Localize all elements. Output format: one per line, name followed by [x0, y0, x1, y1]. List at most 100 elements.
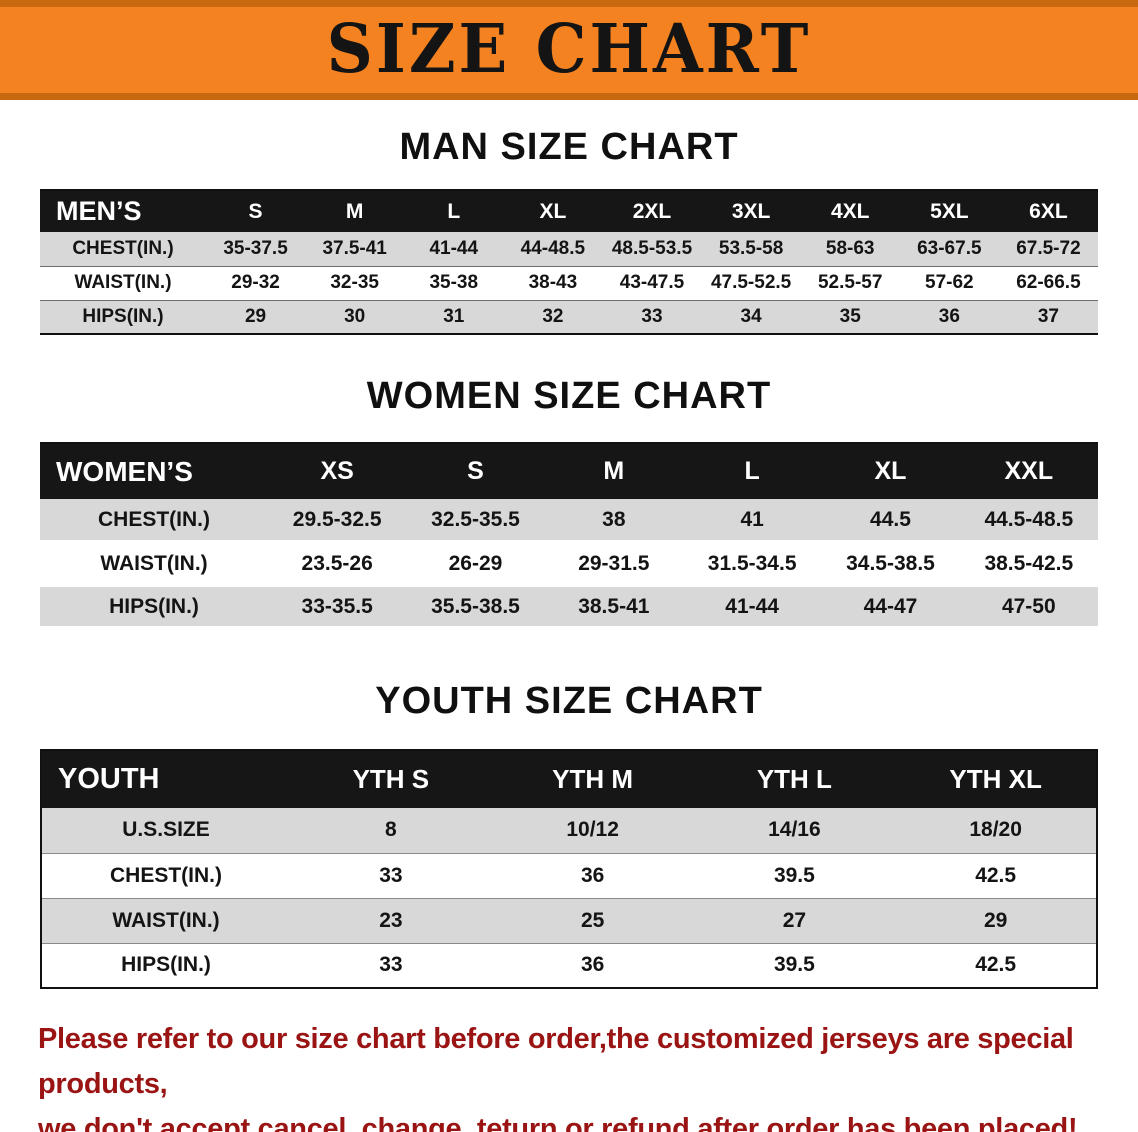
size-value-cell: 36: [580, 953, 605, 977]
table-corner-label: WOMEN’S: [40, 443, 268, 499]
table-header-row: YOUTH YTH S YTH M YTH L YTH XL: [41, 750, 1097, 808]
size-value-cell: 43-47.5: [619, 272, 685, 293]
row-label: WAIST(IN.): [100, 551, 208, 575]
size-value-cell: 36: [938, 305, 960, 327]
size-value-cell: 29-32: [231, 272, 280, 293]
size-value-cell: 29.5-32.5: [292, 507, 382, 531]
table-row: WAIST(IN.) 23.5-26 26-29 29-31.5 31.5-34.5 34…: [40, 542, 1098, 585]
size-value-cell: 14/16: [768, 818, 821, 842]
size-value-cell: 42.5: [975, 863, 1017, 887]
size-value-cell: 33: [641, 305, 663, 327]
size-column-header: YTH XL: [895, 750, 1097, 808]
disclaimer-line-2: we don't accept cancel, change, teturn o…: [38, 1112, 1078, 1132]
size-value-cell: 32.5-35.5: [431, 507, 520, 531]
size-value-cell: 52.5-57: [817, 272, 883, 293]
table-header-row: MEN’S S M L XL 2XL 3XL 4XL 5XL 6XL: [40, 190, 1098, 232]
size-value-cell: 41-44: [429, 237, 479, 259]
table-row: HIPS(IN.) 33 36 39.5 42.5: [41, 943, 1097, 988]
table-corner-label: MEN’S: [40, 190, 206, 232]
size-value-cell: 27: [782, 908, 807, 932]
size-value-cell: 38: [602, 507, 626, 531]
size-value-cell: 35.5-38.5: [431, 594, 520, 618]
size-value-cell: 35: [839, 305, 861, 327]
size-column-header: M: [544, 443, 683, 499]
row-label: HIPS(IN.): [121, 953, 211, 977]
size-value-cell: 33: [379, 953, 403, 977]
size-value-cell: 30: [344, 305, 366, 327]
table-header-row: WOMEN’S XS S M L XL XXL: [40, 443, 1098, 499]
women-size-table: WOMEN’S XS S M L XL XXL CHEST(IN.) 29.5-32.5 32.5…: [40, 442, 1098, 630]
table-row: HIPS(IN.) 29 30 31 32 33 34 35 36 37: [40, 300, 1098, 334]
size-value-cell: 53.5-58: [718, 237, 784, 259]
size-value-cell: 25: [580, 908, 605, 932]
size-column-header: XL: [503, 190, 603, 232]
size-value-cell: 29-31.5: [578, 551, 650, 575]
size-value-cell: 32: [542, 305, 564, 327]
size-value-cell: 35-37.5: [223, 237, 288, 259]
size-column-header: 6XL: [998, 190, 1098, 232]
size-column-header: L: [682, 443, 822, 499]
size-value-cell: 29: [983, 908, 1008, 932]
size-value-cell: 38.5-41: [578, 594, 650, 618]
disclaimer: Please refer to our size chart before or…: [0, 1017, 1138, 1132]
size-value-cell: 34: [740, 305, 762, 327]
size-column-header: 5XL: [899, 190, 999, 232]
size-value-cell: 62-66.5: [1016, 272, 1081, 293]
size-value-cell: 44-48.5: [520, 237, 586, 259]
size-value-cell: 18/20: [969, 818, 1022, 842]
table-row: CHEST(IN.) 35-37.5 37.5-41 41-44 44-48.5 48.5…: [40, 232, 1098, 266]
size-column-header: S: [406, 443, 545, 499]
size-value-cell: 33: [379, 863, 403, 887]
size-value-cell: 32-35: [330, 272, 379, 293]
size-value-cell: 37.5-41: [322, 237, 387, 259]
size-value-cell: 37: [1037, 305, 1059, 327]
banner: SIZE CHART: [0, 0, 1138, 100]
size-value-cell: 23: [379, 908, 403, 932]
size-value-cell: 23.5-26: [301, 551, 373, 575]
size-column-header: XS: [268, 443, 407, 499]
size-value-cell: 33-35.5: [301, 594, 373, 618]
size-value-cell: 44.5: [870, 507, 911, 531]
banner-title: SIZE CHART: [326, 10, 812, 89]
size-value-cell: 39.5: [773, 953, 815, 977]
size-value-cell: 63-67.5: [917, 237, 982, 259]
size-column-header: S: [206, 190, 306, 232]
size-value-cell: 41: [740, 507, 764, 531]
table-row: CHEST(IN.) 33 36 39.5 42.5: [41, 853, 1097, 898]
size-value-cell: 44-47: [863, 594, 918, 618]
row-label: WAIST(IN.): [74, 272, 172, 293]
size-column-header: 3XL: [701, 190, 801, 232]
size-value-cell: 57-62: [925, 272, 974, 293]
size-value-cell: 48.5-53.5: [611, 237, 693, 259]
size-column-header: XXL: [959, 443, 1098, 499]
size-value-cell: 31: [443, 305, 465, 327]
size-column-header: YTH S: [290, 750, 492, 808]
size-value-cell: 10/12: [566, 818, 619, 842]
size-column-header: M: [305, 190, 405, 232]
youth-size-table: YOUTH YTH S YTH M YTH L YTH XL U.S.SIZE 8 10/12…: [40, 749, 1098, 989]
size-value-cell: 38-43: [528, 272, 578, 293]
size-value-cell: 67.5-72: [1016, 237, 1081, 259]
size-column-header: L: [404, 190, 504, 232]
size-value-cell: 42.5: [975, 953, 1017, 977]
size-column-header: 4XL: [800, 190, 900, 232]
size-value-cell: 41-44: [725, 594, 779, 618]
disclaimer-line-1: Please refer to our size chart before or…: [38, 1023, 1074, 1100]
size-value-cell: 34.5-38.5: [846, 551, 935, 575]
size-value-cell: 39.5: [773, 863, 815, 887]
table-corner-label: YOUTH: [41, 750, 290, 808]
row-label: CHEST(IN.): [98, 507, 210, 531]
size-value-cell: 29: [244, 305, 267, 327]
size-value-cell: 58-63: [825, 237, 875, 259]
size-column-header: 2XL: [602, 190, 702, 232]
table-row: HIPS(IN.) 33-35.5 35.5-38.5 38.5-41 41-44 44-…: [40, 585, 1098, 628]
size-value-cell: 47.5-52.5: [710, 272, 792, 293]
size-value-cell: 35-38: [429, 272, 479, 293]
men-size-table: MEN’S S M L XL 2XL 3XL 4XL 5XL 6XL CHEST(IN.) 35-37…: [40, 189, 1098, 335]
row-label: HIPS(IN.): [82, 305, 164, 327]
size-value-cell: 44.5-48.5: [984, 507, 1074, 531]
size-column-header: YTH L: [693, 750, 896, 808]
size-value-cell: 36: [580, 863, 605, 887]
table-row: CHEST(IN.) 29.5-32.5 32.5-35.5 38 41 44.5 44.5…: [40, 499, 1098, 542]
